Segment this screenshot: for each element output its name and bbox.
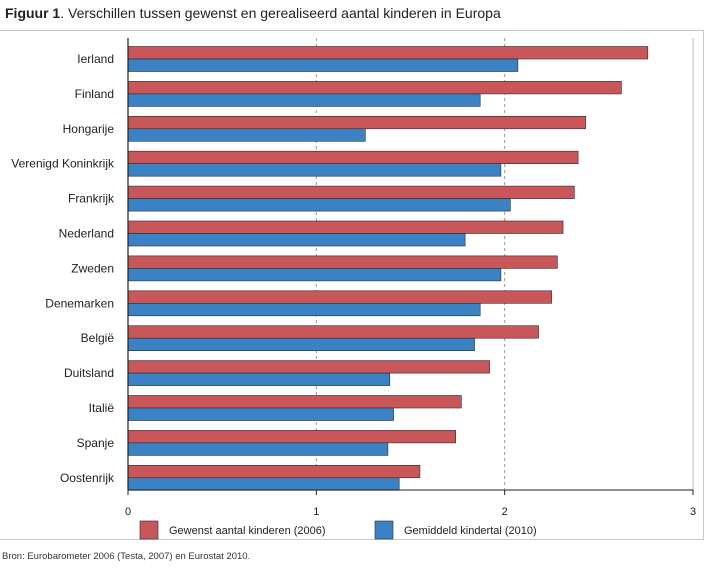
bar-gewenst bbox=[127, 395, 462, 409]
bar-gewenst bbox=[127, 255, 558, 269]
bar-gewenst bbox=[127, 430, 457, 444]
bar-gewenst bbox=[127, 185, 575, 199]
category-label: Verenigd Koninkrijk bbox=[11, 157, 115, 171]
category-label: Oostenrijk bbox=[60, 471, 115, 485]
bar-gemiddeld bbox=[127, 442, 389, 456]
figure-title: Figuur 1. Verschillen tussen gewenst en … bbox=[5, 5, 501, 21]
bar-gemiddeld bbox=[127, 233, 466, 247]
bar-chart: Ierland Finland Hongarije Verenigd Koninkri… bbox=[11, 38, 696, 540]
legend-swatch-gewenst bbox=[139, 520, 159, 540]
bar-gewenst bbox=[127, 290, 553, 304]
bar-gewenst bbox=[127, 360, 490, 374]
bar-gemiddeld bbox=[127, 93, 481, 107]
bar-gewenst bbox=[127, 46, 649, 60]
x-tick-label: 1 bbox=[313, 506, 319, 518]
bar-gewenst bbox=[127, 220, 564, 234]
bar-gemiddeld bbox=[127, 128, 366, 142]
legend-swatch-gemiddeld bbox=[374, 520, 394, 540]
bar-gemiddeld bbox=[127, 58, 519, 72]
bar-gemiddeld bbox=[127, 407, 394, 421]
bar-gewenst bbox=[127, 81, 622, 95]
bar-gemiddeld bbox=[127, 337, 475, 352]
category-label: Denemarken bbox=[45, 296, 114, 310]
bar-gemiddeld bbox=[127, 268, 502, 282]
category-label: België bbox=[81, 331, 115, 345]
bar-gemiddeld bbox=[127, 302, 481, 317]
category-label: Duitsland bbox=[64, 366, 114, 380]
category-label: Italië bbox=[89, 401, 115, 415]
category-label: Nederland bbox=[59, 227, 114, 241]
bar-gewenst bbox=[127, 150, 579, 164]
bar-gewenst bbox=[127, 325, 539, 339]
category-label: Spanje bbox=[77, 436, 115, 450]
category-label: Ierland bbox=[77, 52, 114, 66]
bar-gewenst bbox=[127, 464, 421, 479]
source-note: Bron: Eurobarometer 2006 (Testa, 2007) e… bbox=[2, 551, 251, 562]
x-tick-label: 2 bbox=[502, 506, 508, 518]
legend-label-gewenst: Gewenst aantal kinderen (2006) bbox=[169, 525, 326, 537]
chart-frame bbox=[0, 30, 704, 540]
bar-gemiddeld bbox=[127, 198, 511, 212]
legend-label-gemiddeld: Gemiddeld kindertal (2010) bbox=[404, 525, 537, 537]
figure-label: Figuur 1 bbox=[5, 5, 61, 21]
bar-gewenst bbox=[127, 116, 586, 130]
category-label: Frankrijk bbox=[68, 192, 115, 206]
category-label: Zweden bbox=[71, 261, 114, 275]
category-label: Hongarije bbox=[63, 122, 115, 136]
bar-gemiddeld bbox=[127, 372, 391, 386]
x-tick-label: 3 bbox=[690, 506, 696, 518]
category-label: Finland bbox=[75, 87, 114, 101]
figure-title-text: Verschillen tussen gewenst en gerealisee… bbox=[68, 5, 501, 21]
bar-gemiddeld bbox=[127, 163, 502, 177]
x-tick-label: 0 bbox=[125, 506, 131, 518]
bar-gemiddeld bbox=[127, 477, 400, 491]
